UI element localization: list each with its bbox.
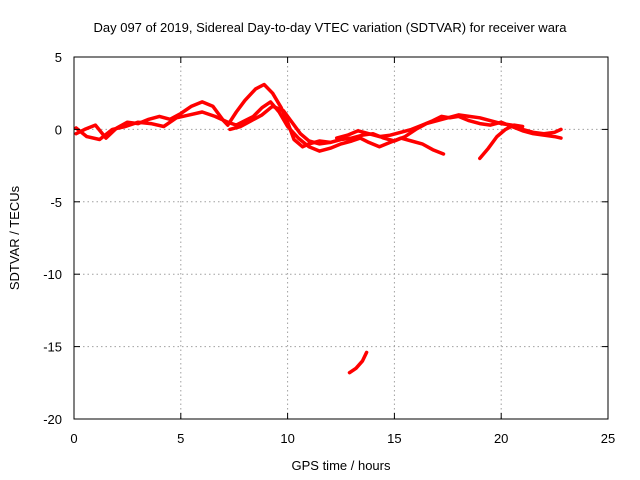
tick-layer: 0 5 10 15 20 25 -20 -15 -10 -5 0 5	[43, 50, 615, 446]
y-tick-label: 0	[55, 122, 62, 137]
series-layer	[74, 82, 563, 375]
plot-frame	[73, 56, 609, 420]
x-tick-label: 25	[601, 431, 615, 446]
y-axis-label: SDTVAR / TECUs	[7, 185, 22, 290]
x-tick-label: 20	[494, 431, 508, 446]
series-track-5	[478, 123, 525, 161]
x-tick-label: 15	[387, 431, 401, 446]
y-tick-label: 5	[55, 50, 62, 65]
y-tick-label: -10	[43, 267, 62, 282]
x-tick-label: 10	[280, 431, 294, 446]
series-track-4	[334, 114, 563, 140]
y-tick-label: -15	[43, 340, 62, 355]
x-tick-label: 0	[70, 431, 77, 446]
y-tick-label: -20	[43, 412, 62, 427]
series-track-1	[74, 82, 333, 149]
x-tick-label: 5	[177, 431, 184, 446]
grid-layer	[74, 57, 608, 419]
y-tick-label: -5	[50, 195, 62, 210]
series-track-6	[347, 350, 369, 375]
chart-title: Day 097 of 2019, Sidereal Day-to-day VTE…	[93, 20, 567, 35]
x-axis-label: GPS time / hours	[292, 458, 391, 473]
series-track-2	[74, 100, 446, 156]
